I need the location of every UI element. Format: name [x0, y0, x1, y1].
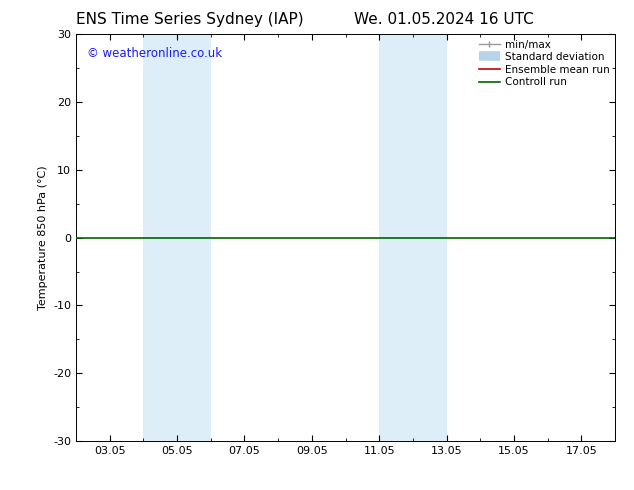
Bar: [143, 34, 210, 441]
Text: ENS Time Series Sydney (IAP): ENS Time Series Sydney (IAP): [76, 12, 304, 27]
Text: © weatheronline.co.uk: © weatheronline.co.uk: [87, 47, 222, 59]
Y-axis label: Temperature 850 hPa (°C): Temperature 850 hPa (°C): [37, 165, 48, 310]
Bar: [379, 34, 446, 441]
Legend: min/max, Standard deviation, Ensemble mean run, Controll run: min/max, Standard deviation, Ensemble me…: [476, 36, 613, 91]
Text: We. 01.05.2024 16 UTC: We. 01.05.2024 16 UTC: [354, 12, 534, 27]
